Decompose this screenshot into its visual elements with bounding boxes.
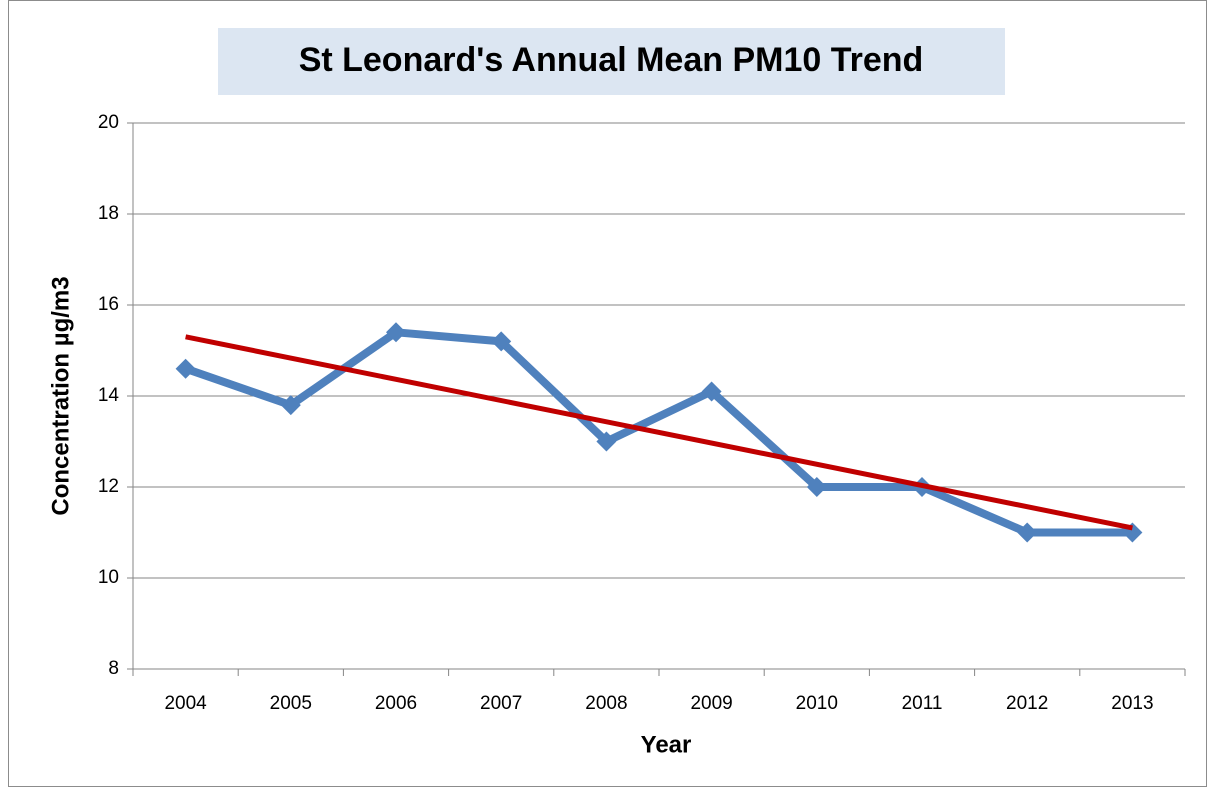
x-tick-label: 2009 (690, 693, 732, 714)
chart-title: St Leonard's Annual Mean PM10 Trend (299, 41, 924, 79)
marker (491, 331, 512, 352)
marker (701, 381, 722, 402)
marker (386, 322, 406, 343)
trendline (185, 334, 1133, 531)
y-tick-label: 14 (98, 385, 120, 406)
marker (1017, 522, 1038, 543)
y-tick-label: 12 (98, 476, 119, 497)
x-tick-label: 2010 (796, 693, 838, 714)
x-tick-label: 2005 (270, 693, 312, 714)
y-tick-label: 18 (98, 203, 119, 224)
marker (596, 431, 617, 452)
x-tick-label: 2012 (1006, 693, 1048, 714)
x-tick-label: 2011 (902, 693, 943, 714)
y-tick-label: 20 (98, 112, 119, 133)
y-tick-label: 16 (98, 294, 119, 315)
x-tick-label: 2008 (585, 693, 627, 714)
x-tick-label: 2004 (164, 693, 207, 714)
y-tick-label: 8 (108, 658, 119, 679)
title-box (218, 28, 1005, 95)
x-tick-label: 2006 (375, 693, 417, 714)
x-tick-label: 2013 (1111, 693, 1153, 714)
y-tick-label: 10 (98, 567, 119, 588)
x-tick-label: 2007 (480, 693, 522, 714)
x-axis-label: Year (641, 731, 692, 758)
marker (175, 358, 196, 379)
marker (280, 395, 301, 416)
y-axis-label: Concentration µg/m3 (47, 276, 74, 515)
chart-frame (8, 0, 1207, 787)
marker (806, 477, 827, 497)
